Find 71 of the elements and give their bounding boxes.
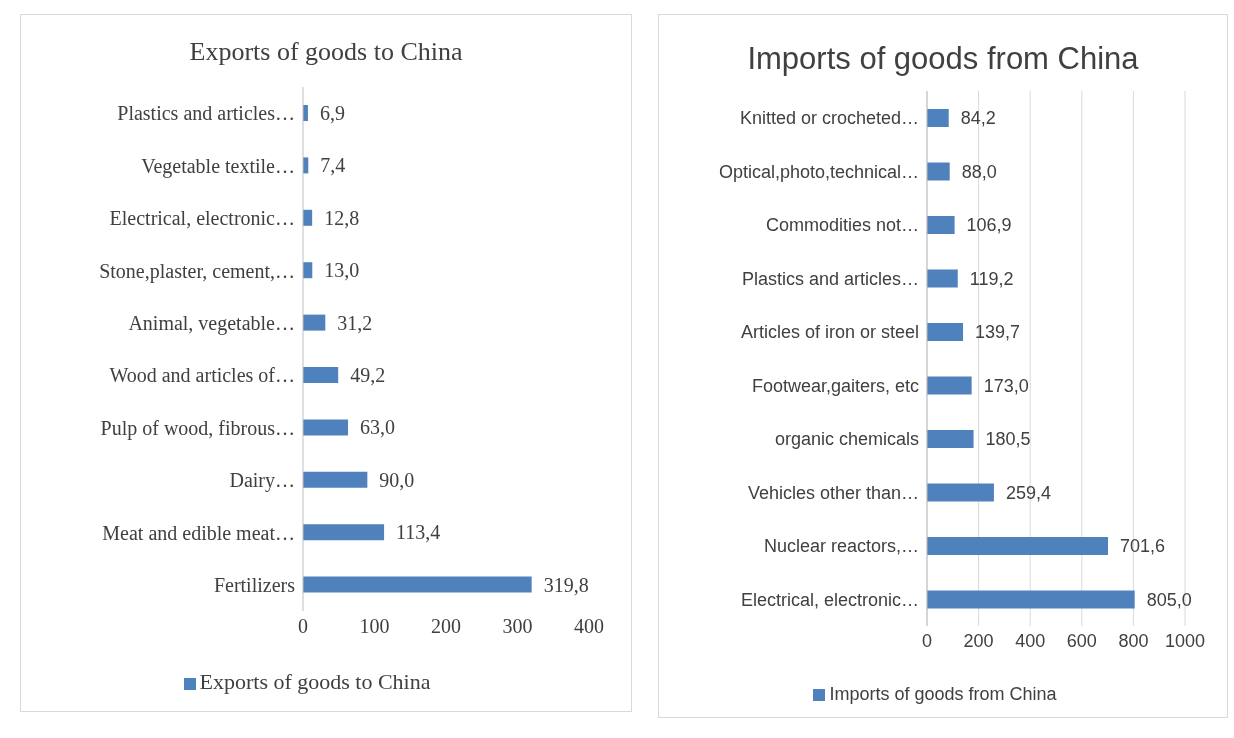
data-label: 319,8: [543, 573, 589, 596]
bar: [927, 430, 974, 448]
y-tick-label: Commodities not…: [765, 215, 919, 236]
bar: [927, 109, 949, 127]
x-tick-label: 0: [298, 615, 308, 638]
data-label: 84,2: [960, 108, 996, 128]
data-label: 49,2: [350, 364, 386, 386]
bar: [927, 376, 972, 395]
data-label: 7,4: [320, 154, 346, 177]
data-label: 180,5: [985, 429, 1031, 449]
x-tick-label: 600: [1066, 630, 1097, 651]
y-tick-label: Footwear,gaiters, etc: [751, 375, 919, 396]
y-tick-label: Vehicles other than…: [747, 482, 919, 503]
data-label: 31,2: [337, 311, 373, 334]
data-label: 113,4: [396, 521, 441, 544]
x-tick-label: 300: [502, 615, 533, 638]
y-tick-label: Animal, vegetable…: [128, 311, 295, 335]
x-tick-label: 800: [1118, 630, 1149, 651]
x-tick-label: 100: [359, 615, 390, 638]
legend-label: Exports of goods to China: [199, 669, 431, 694]
x-tick-label: 400: [574, 615, 604, 638]
x-tick-label: 200: [431, 615, 461, 638]
data-label: 701,6: [1120, 536, 1166, 556]
y-tick-label: Optical,photo,technical…: [718, 161, 919, 182]
y-tick-label: Plastics and articles…: [741, 268, 919, 289]
y-tick-label: Articles of iron or steel: [740, 322, 919, 343]
bar: [927, 483, 994, 502]
bar: [303, 471, 368, 488]
data-label: 139,7: [975, 322, 1021, 342]
bar: [927, 216, 955, 234]
y-tick-label: Meat and edible meat…: [102, 521, 295, 544]
y-tick-label: Fertilizers: [213, 573, 296, 596]
data-label: 90,0: [379, 468, 415, 491]
y-tick-label: Electrical, electronic…: [109, 207, 295, 230]
data-label: 805,0: [1146, 589, 1192, 610]
x-tick-label: 1000: [1164, 630, 1206, 651]
y-tick-label: Electrical, electronic…: [740, 589, 919, 610]
data-label: 173,0: [983, 375, 1029, 396]
data-label: 12,8: [324, 206, 360, 229]
data-label: 6,9: [319, 102, 345, 124]
bar: [927, 269, 958, 288]
data-label: 13,0: [324, 259, 360, 282]
y-tick-label: organic chemicals: [774, 429, 919, 450]
data-label: 63,0: [360, 416, 396, 439]
y-tick-label: Stone,plaster, cement,…: [99, 259, 295, 283]
y-tick-label: Plastics and articles…: [117, 102, 295, 125]
bar: [303, 367, 339, 383]
bar: [303, 314, 326, 331]
bar: [303, 524, 385, 541]
data-label: 259,4: [1005, 482, 1051, 503]
data-label: 106,9: [966, 215, 1012, 235]
bar: [303, 419, 349, 436]
bar: [927, 537, 1109, 555]
x-tick-label: 0: [921, 630, 933, 651]
data-label: 88,0: [961, 161, 997, 182]
chart-title: Imports of goods from China: [746, 41, 1140, 78]
chart-title: Exports of goods to China: [188, 37, 464, 68]
y-tick-label: Pulp of wood, fibrous…: [100, 416, 295, 440]
bar: [927, 323, 964, 341]
y-tick-label: Nuclear reactors,…: [763, 536, 919, 557]
y-tick-label: Knitted or crocheted…: [739, 108, 919, 129]
data-label: 119,2: [969, 268, 1014, 289]
x-tick-label: 200: [963, 630, 994, 651]
y-tick-label: Vegetable textile…: [141, 154, 295, 178]
y-tick-label: Wood and articles of…: [109, 364, 295, 387]
legend-label: Imports of goods from China: [829, 684, 1057, 704]
bar: [303, 576, 532, 593]
bar: [927, 162, 950, 181]
bar: [927, 590, 1135, 609]
y-tick-label: Dairy…: [229, 469, 295, 493]
x-tick-label: 400: [1015, 630, 1046, 651]
